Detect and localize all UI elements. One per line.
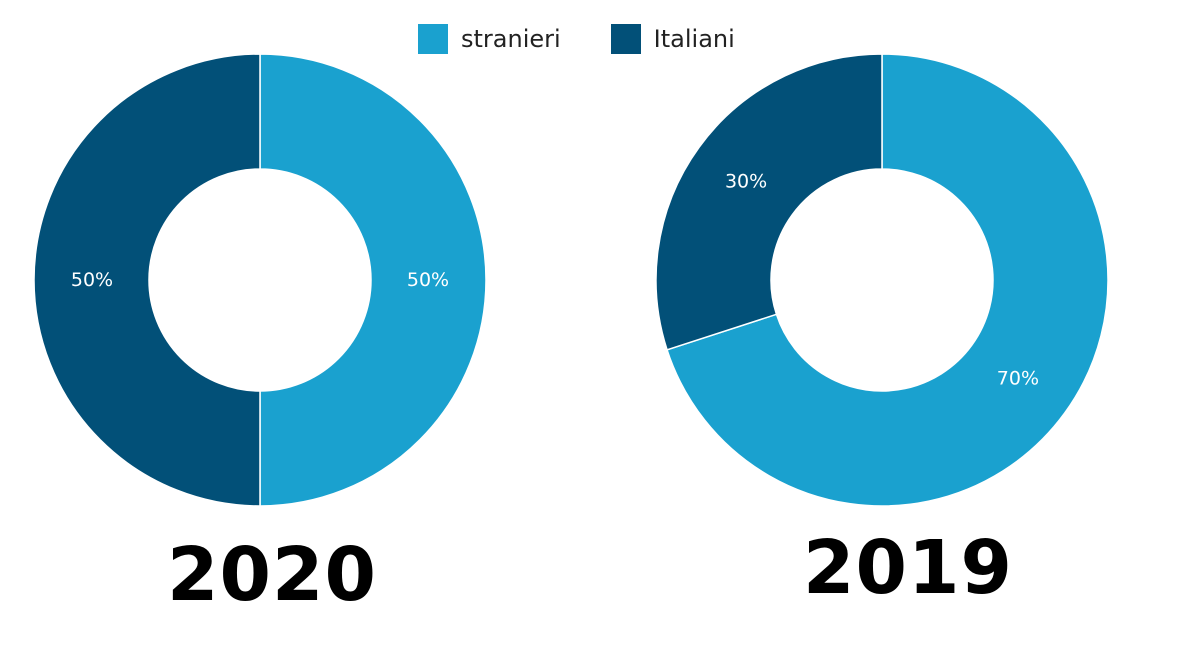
legend-item-stranieri: stranieri bbox=[418, 24, 561, 54]
donut-slice-2020-italiani bbox=[33, 53, 261, 507]
legend-label-italiani: Italiani bbox=[653, 25, 735, 53]
legend-label-stranieri: stranieri bbox=[461, 25, 561, 53]
donut-slice-2019-stranieri bbox=[666, 53, 1109, 507]
chart-title-2020: 2020 bbox=[167, 532, 377, 618]
legend-swatch-stranieri bbox=[418, 24, 448, 54]
slice-label-2019-italiani: 30% bbox=[725, 170, 767, 192]
slice-label-2019-stranieri: 70% bbox=[997, 368, 1039, 390]
donut-slice-2020-stranieri bbox=[259, 53, 487, 507]
slice-label-2020-stranieri: 50% bbox=[407, 269, 449, 291]
slice-label-2020-italiani: 50% bbox=[71, 269, 113, 291]
donut-slice-2019-italiani bbox=[655, 53, 883, 351]
legend-swatch-italiani bbox=[610, 24, 641, 54]
donut-chart-2019: 70% 30% bbox=[655, 53, 1109, 507]
chart-legend: stranieri Italiani bbox=[418, 24, 735, 54]
legend-item-italiani: Italiani bbox=[610, 24, 735, 54]
chart-title-2019: 2019 bbox=[803, 525, 1013, 611]
donut-chart-2020: 50% 50% bbox=[33, 53, 487, 507]
